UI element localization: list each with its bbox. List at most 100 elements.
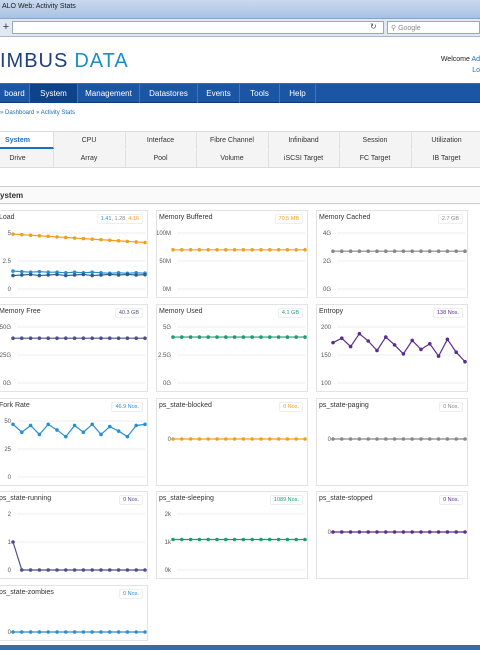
data-point: [445, 437, 450, 441]
nav-item-datastores[interactable]: Datastores: [140, 84, 198, 103]
user-link[interactable]: Ad: [471, 56, 480, 63]
y-tick-label: 200: [321, 325, 332, 331]
reload-icon[interactable]: ↻: [370, 22, 377, 31]
data-point: [171, 248, 175, 252]
data-point: [206, 248, 210, 252]
search-box[interactable]: ⚲ Google: [387, 21, 480, 34]
badge-value: 46.9 Nos.: [115, 404, 139, 410]
y-tick-label: 25G: [0, 353, 11, 359]
data-point: [11, 273, 15, 278]
chart-title: Fork Rate: [0, 402, 30, 409]
y-tick-label: 100: [321, 381, 332, 387]
data-point: [232, 537, 237, 542]
data-point: [37, 269, 42, 274]
data-point: [392, 530, 397, 534]
chart-card-fork-rate: Fork Rate 46.9 Nos. 50 25 0: [0, 398, 148, 486]
data-point: [197, 248, 202, 252]
badge-value: 0 Nos.: [283, 404, 299, 410]
chart-value-badge: 4.1 GB: [277, 308, 303, 318]
data-point: [436, 530, 441, 534]
data-point: [436, 354, 441, 358]
data-point: [348, 249, 353, 253]
nav-item-management[interactable]: Management: [78, 84, 140, 103]
tab-volume[interactable]: Volume: [197, 150, 269, 167]
chart-value-badge: 138 Nos.: [432, 308, 463, 318]
data-point: [366, 437, 370, 441]
y-tick-label: 0: [328, 437, 332, 443]
tab-utilization[interactable]: Utilization: [411, 132, 480, 149]
data-point: [250, 335, 254, 339]
chart-value-badge: 0 Nos.: [279, 402, 303, 412]
tab-fc-target[interactable]: FC Target: [340, 150, 412, 167]
address-bar[interactable]: [12, 21, 384, 34]
data-point: [99, 273, 103, 277]
tab-fibre-channel[interactable]: Fibre Channel: [197, 132, 269, 149]
tab-infiniband[interactable]: Infiniband: [268, 132, 340, 149]
chart-title: Memory Buffered: [159, 214, 213, 221]
tab-interface[interactable]: Interface: [125, 132, 197, 149]
window-title: ALO Web: Activity Stats: [2, 3, 76, 10]
data-point: [143, 630, 147, 634]
tab-pool[interactable]: Pool: [125, 150, 197, 167]
chart-plot-entropy: 200 150 100: [321, 325, 467, 387]
data-point: [410, 530, 414, 534]
data-point: [463, 437, 467, 441]
logout-link[interactable]: Lo: [472, 67, 480, 74]
data-point: [143, 272, 147, 277]
data-point: [81, 236, 86, 241]
data-point: [419, 347, 423, 352]
chart-title: ps_state-sleeping: [159, 495, 214, 502]
chart-plot-memory-used: 5G 2.5G 0G: [158, 325, 307, 387]
data-point: [419, 530, 423, 534]
data-point: [116, 630, 121, 634]
data-point: [20, 630, 24, 634]
data-point: [401, 352, 406, 356]
data-point: [72, 270, 77, 274]
browser-toolbar: + ↻ ⚲ Google: [0, 19, 480, 37]
data-point: [20, 273, 24, 277]
chart-value-badge: 0 Nos.: [439, 495, 463, 505]
data-point: [303, 537, 307, 542]
data-point: [64, 235, 68, 240]
tab-cpu[interactable]: CPU: [54, 132, 126, 149]
data-point: [259, 537, 263, 542]
data-point: [116, 273, 121, 277]
tab-drive[interactable]: Drive: [0, 150, 54, 167]
data-point: [28, 630, 33, 634]
data-point: [215, 248, 219, 252]
nav-item-tools[interactable]: Tools: [240, 84, 280, 103]
data-point: [171, 437, 175, 441]
new-tab-icon[interactable]: +: [2, 21, 10, 33]
chart-card-memory-free: Memory Free 40.3 GB 50G 25G 0G: [0, 304, 148, 392]
chart-title: Memory Cached: [319, 214, 371, 221]
data-point: [55, 336, 59, 340]
data-point: [285, 248, 290, 252]
data-point: [206, 335, 210, 339]
chart-title: Entropy: [319, 308, 344, 315]
data-point: [90, 630, 94, 634]
breadcrumb[interactable]: » Dashboard » Activity Stats: [0, 110, 76, 116]
data-point: [285, 335, 290, 339]
data-point: [81, 568, 86, 572]
nav-item-board[interactable]: board: [0, 84, 30, 103]
data-point: [241, 248, 246, 252]
chart-plot-ps-state-running: 2 1 0: [8, 512, 147, 574]
tab-ib-target[interactable]: IB Target: [411, 150, 480, 167]
nav-item-help[interactable]: Help: [280, 84, 316, 103]
nav-item-system[interactable]: System: [30, 84, 78, 103]
nav-item-events[interactable]: Events: [198, 84, 240, 103]
tab-array[interactable]: Array: [54, 150, 126, 167]
tab-iscsi-target[interactable]: iSCSI Target: [268, 150, 340, 167]
data-point: [37, 273, 42, 278]
y-tick-label: 1: [8, 540, 12, 546]
tab-system[interactable]: System: [0, 132, 54, 149]
chart-value-badge: 70.5 MB: [274, 214, 303, 224]
data-point: [28, 568, 33, 572]
tab-session[interactable]: Session: [340, 132, 412, 149]
data-point: [81, 630, 86, 634]
data-point: [463, 249, 467, 253]
data-point: [357, 437, 362, 441]
y-tick-label: 2k: [165, 512, 172, 518]
data-point: [268, 248, 272, 252]
data-point: [366, 530, 370, 534]
